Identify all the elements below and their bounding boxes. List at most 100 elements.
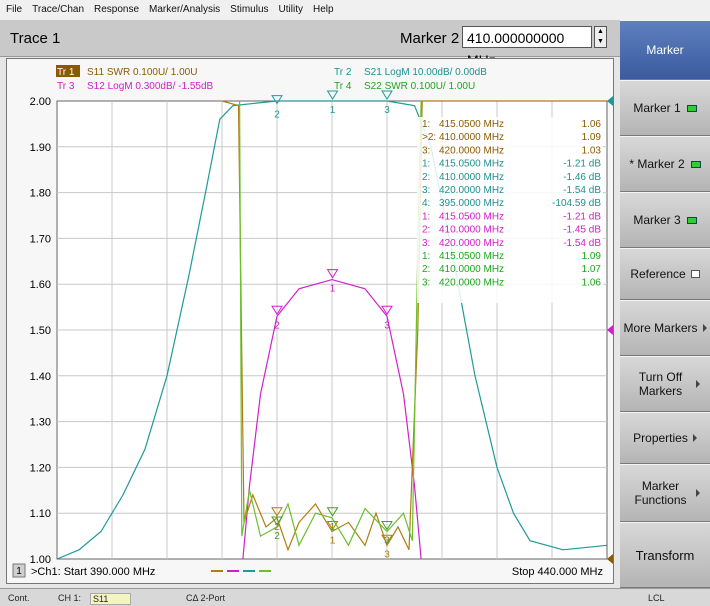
channel-number: 1 bbox=[16, 566, 22, 577]
legend-trace-tag: Tr 1 bbox=[57, 67, 75, 78]
marker-frequency-input[interactable]: 410.000000000 MHz bbox=[462, 26, 592, 68]
marker-table-value: -1.21 dB bbox=[563, 159, 601, 170]
channel-number-box bbox=[12, 563, 26, 578]
softkey-marker-functions[interactable]: Marker Functions bbox=[620, 464, 710, 522]
softkey-label: Marker 3 bbox=[633, 213, 681, 227]
marker-table-index: >2: bbox=[422, 132, 436, 143]
y-tick-label: 1.30 bbox=[30, 417, 51, 429]
y-tick-label: 1.90 bbox=[30, 142, 51, 154]
marker-number-label: 1 bbox=[330, 522, 336, 533]
marker-table-index: 3: bbox=[422, 145, 430, 156]
softkey-panel: Marker Marker 1 * Marker 2 Marker 3 Refe… bbox=[620, 20, 710, 588]
marker-number-label: 2 bbox=[274, 110, 280, 121]
softkey-turn-off-markers[interactable]: Turn Off Markers bbox=[620, 356, 710, 412]
marker-table-frequency: 410.0000 MHz bbox=[439, 172, 504, 183]
menu-utility[interactable]: Utility bbox=[278, 4, 303, 15]
trace-header: Trace 1 Marker 2 410.000000000 MHz ▲▼ bbox=[0, 20, 620, 68]
softkey-marker-title: Marker bbox=[620, 20, 710, 80]
menu-marker-analysis[interactable]: Marker/Analysis bbox=[149, 4, 221, 15]
softkey-label: Marker bbox=[646, 43, 684, 57]
led-indicator-icon bbox=[690, 160, 701, 168]
y-tick-label: 1.00 bbox=[30, 554, 51, 566]
trace-line bbox=[242, 278, 422, 560]
marker-label: Marker 2 bbox=[400, 30, 460, 47]
marker-table-frequency: 415.0500 MHz bbox=[439, 251, 504, 262]
marker-table-index: 3: bbox=[422, 185, 430, 196]
marker-number-label: 3 bbox=[384, 536, 390, 547]
marker-table-value: -1.21 dB bbox=[563, 211, 601, 222]
marker-table-value: -1.54 dB bbox=[563, 185, 601, 196]
y-tick-label: 1.20 bbox=[30, 462, 51, 474]
legend-trace-tag: Tr 3 bbox=[57, 81, 75, 92]
marker-number-label: 1 bbox=[330, 536, 336, 547]
y-tick-label: 1.10 bbox=[30, 508, 51, 520]
softkey-label: Transform bbox=[635, 547, 695, 563]
y-tick-label: 1.60 bbox=[30, 279, 51, 291]
marker-number-label: 2 bbox=[274, 522, 280, 533]
sweep-stop-label: Stop 440.000 MHz bbox=[512, 566, 603, 578]
marker-triangle-icon bbox=[271, 95, 283, 105]
trace-line bbox=[56, 100, 608, 560]
checkbox-icon bbox=[690, 270, 700, 278]
marker-table-index: 3: bbox=[422, 238, 430, 249]
marker-table-frequency: 415.0500 MHz bbox=[439, 159, 504, 170]
marker-number-label: 3 bbox=[384, 320, 390, 331]
y-tick-label: 1.70 bbox=[30, 233, 51, 245]
submenu-arrow-icon bbox=[695, 380, 700, 388]
menu-bar: File Trace/Chan Response Marker/Analysis Sti… bbox=[0, 0, 710, 21]
marker-table-value: -1.46 dB bbox=[563, 172, 601, 183]
marker-table-frequency: 395.0000 MHz bbox=[439, 198, 504, 209]
marker-table-index: 1: bbox=[422, 159, 430, 170]
marker-table-background bbox=[417, 117, 603, 303]
softkey-label: Marker Functions bbox=[634, 479, 687, 507]
marker-number-label: 3 bbox=[384, 105, 390, 116]
marker-table-index: 2: bbox=[422, 264, 430, 275]
y-tick-label: 2.00 bbox=[30, 96, 51, 108]
softkey-reference[interactable]: Reference bbox=[620, 248, 710, 300]
led-indicator-icon bbox=[686, 104, 697, 112]
submenu-arrow-icon bbox=[692, 434, 697, 442]
legend-trace-text: S21 LogM 10.00dB/ 0.00dB bbox=[364, 67, 487, 78]
marker-triangle-icon bbox=[326, 90, 339, 100]
marker-table-index: 2: bbox=[422, 172, 430, 183]
softkey-properties[interactable]: Properties bbox=[620, 412, 710, 464]
y-tick-label: 1.50 bbox=[30, 325, 51, 337]
marker-number-label: 2 bbox=[274, 320, 280, 331]
marker-number-label: 2 bbox=[274, 531, 280, 542]
trace-title: Trace 1 bbox=[10, 30, 61, 47]
legend-trace-tag: Tr 4 bbox=[334, 81, 352, 92]
marker-table-index: 2: bbox=[422, 225, 430, 236]
menu-file[interactable]: File bbox=[6, 4, 23, 15]
marker-table-frequency: 420.0000 MHz bbox=[439, 277, 504, 288]
submenu-arrow-icon bbox=[695, 489, 700, 497]
softkey-marker-3[interactable]: Marker 3 bbox=[620, 192, 710, 248]
marker-triangle-icon bbox=[326, 521, 339, 531]
legend-trace-text: S22 SWR 0.100U/ 1.00U bbox=[364, 81, 475, 92]
menu-help[interactable]: Help bbox=[312, 4, 334, 15]
menu-stimulus[interactable]: Stimulus bbox=[230, 4, 269, 15]
marker-table-index: 4: bbox=[422, 198, 430, 209]
marker-spin-button[interactable]: ▲ ▼ bbox=[594, 26, 607, 48]
marker-triangle-icon bbox=[381, 534, 393, 545]
marker-table-value: -1.45 dB bbox=[563, 225, 601, 236]
softkey-label: Reference bbox=[630, 267, 686, 281]
menu-trace-chan[interactable]: Trace/Chan bbox=[32, 4, 84, 15]
softkey-transform[interactable]: Transform bbox=[620, 522, 710, 588]
menu-response[interactable]: Response bbox=[94, 4, 140, 15]
marker-table-index: 1: bbox=[422, 119, 430, 130]
status-channel: CH 1: bbox=[58, 593, 82, 603]
softkey-label: Marker 1 bbox=[633, 101, 681, 115]
softkey-more-markers[interactable]: More Markers bbox=[620, 300, 710, 356]
marker-triangle-icon bbox=[326, 507, 339, 517]
marker-table-value: 1.06 bbox=[582, 119, 602, 130]
softkey-marker-2[interactable]: * Marker 2 bbox=[620, 136, 710, 192]
marker-triangle-icon bbox=[271, 507, 283, 517]
marker-triangle-icon bbox=[326, 269, 339, 279]
marker-table-value: -104.59 dB bbox=[552, 198, 601, 209]
trace-line bbox=[221, 100, 607, 552]
marker-table-index: 1: bbox=[422, 251, 430, 262]
marker-table-frequency: 420.0000 MHz bbox=[439, 145, 504, 156]
marker-table-frequency: 415.0500 MHz bbox=[439, 211, 504, 222]
softkey-marker-1[interactable]: Marker 1 bbox=[620, 80, 710, 136]
legend-trace-text: S12 LogM 0.300dB/ -1.55dB bbox=[87, 81, 214, 92]
